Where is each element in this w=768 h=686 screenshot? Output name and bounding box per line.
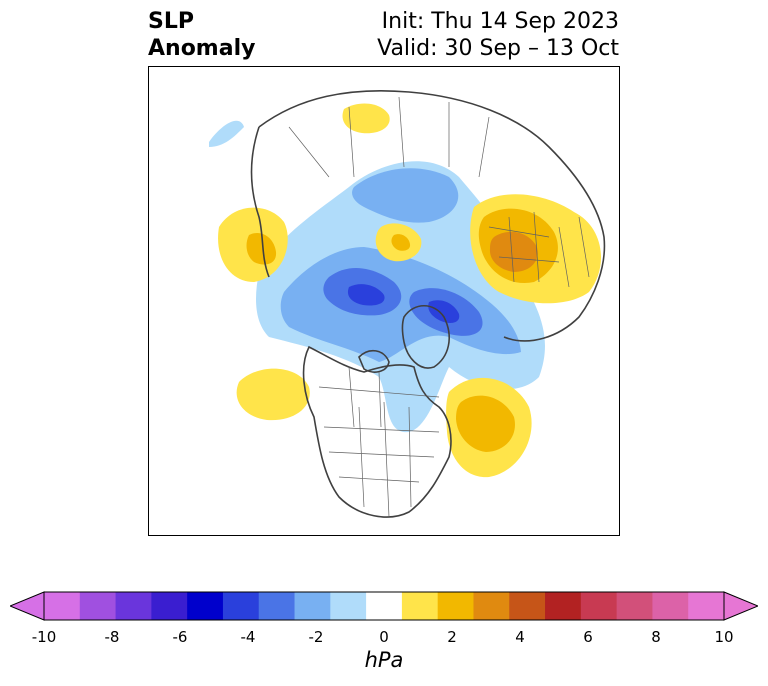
- anomaly-high-arctic-2: [391, 234, 411, 251]
- coastlines: [250, 89, 606, 518]
- anomaly-high-asia: [342, 103, 390, 134]
- positive-anomaly-shading: [218, 103, 601, 478]
- map-title: SLP Anomaly: [148, 8, 255, 62]
- colorbar-cell: [652, 592, 689, 620]
- colorbar-tick-label: -2: [308, 628, 324, 646]
- title-line-2: Anomaly: [148, 36, 256, 61]
- colorbar-tick-label: -6: [172, 628, 188, 646]
- anomaly-high-atlantic-2: [456, 395, 515, 452]
- anomaly-contour-minus4: [347, 284, 385, 306]
- colorbar-cell: [616, 592, 653, 620]
- colorbar-cell: [545, 592, 582, 620]
- greenland-coast: [401, 304, 450, 369]
- colorbar-cell: [151, 592, 188, 620]
- colorbar-cell: [366, 592, 403, 620]
- anomaly-contour-minus1-pacific: [209, 120, 244, 147]
- anomaly-high-siberia-2: [246, 232, 277, 265]
- colorbar-arrow-high: [723, 591, 758, 621]
- europe-borders: [488, 211, 590, 288]
- anomaly-contour-minus2-north: [352, 168, 459, 223]
- north-america-coast: [302, 345, 452, 518]
- colorbar-tick-label: 6: [583, 628, 593, 646]
- eurasia-coast: [258, 89, 606, 342]
- colorbar-cell: [44, 592, 81, 620]
- colorbar-tick-label: -10: [31, 628, 57, 646]
- valid-period: Valid: 30 Sep – 13 Oct: [377, 36, 619, 61]
- colorbar-cell: [688, 592, 725, 620]
- colorbar-cell: [580, 592, 618, 620]
- colorbar-cell: [473, 592, 510, 620]
- anomaly-contour-minus4-east: [428, 300, 460, 323]
- colorbar-cell: [294, 592, 331, 620]
- colorbar-cell: [437, 592, 474, 620]
- colorbar-cell: [401, 592, 439, 620]
- forecast-dates: Init: Thu 14 Sep 2023 Valid: 30 Sep – 13…: [377, 8, 619, 62]
- anomaly-high-europe-4: [489, 231, 538, 272]
- slp-anomaly-map: [148, 66, 620, 536]
- anomaly-high-pacific: [236, 368, 310, 421]
- asia-borders: [288, 96, 490, 178]
- arctic-islands: [358, 349, 390, 373]
- title-line-1: SLP: [148, 9, 194, 34]
- colorbar-tick-label: 4: [515, 628, 525, 646]
- colorbar-tick-label: 10: [714, 628, 734, 646]
- siberia-coast: [250, 126, 270, 278]
- colorbar-outline: [43, 591, 725, 621]
- colorbar-cell: [330, 592, 367, 620]
- us-state-lines: [323, 401, 440, 518]
- map-canvas: [209, 89, 606, 518]
- colorbar-tick-label: -4: [240, 628, 256, 646]
- colorbar-cell: [115, 592, 152, 620]
- colorbar-arrow-low: [10, 591, 45, 621]
- colorbar-tick-label: 2: [447, 628, 457, 646]
- init-date: Init: Thu 14 Sep 2023: [381, 9, 619, 34]
- colorbar-cell: [187, 592, 224, 620]
- colorbar-cell: [79, 592, 117, 620]
- colorbar-unit-label: hPa: [364, 648, 404, 672]
- colorbar-tick-label: 8: [651, 628, 661, 646]
- borders: [288, 96, 590, 518]
- colorbar: [10, 591, 758, 621]
- colorbar-cells: [44, 592, 725, 620]
- colorbar-cell: [222, 592, 260, 620]
- colorbar-cell: [258, 592, 296, 620]
- canada-province-lines: [318, 366, 440, 428]
- colorbar-tick-label: -8: [104, 628, 120, 646]
- colorbar-cell: [509, 592, 546, 620]
- colorbar-tick-label: 0: [379, 628, 389, 646]
